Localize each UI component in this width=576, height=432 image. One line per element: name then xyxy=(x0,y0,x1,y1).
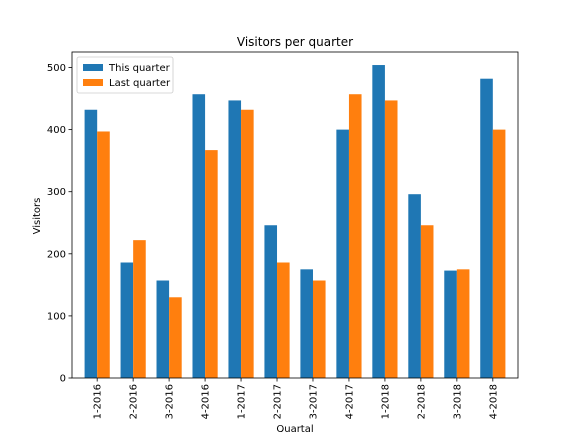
bar-last-quarter-1-2016 xyxy=(97,131,110,378)
bar-this-quarter-2-2018 xyxy=(408,194,421,378)
bar-last-quarter-4-2018 xyxy=(492,129,506,378)
legend-swatch xyxy=(83,64,103,71)
bar-this-quarter-1-2018 xyxy=(372,65,385,378)
bar-last-quarter-2-2016 xyxy=(133,240,146,378)
x-axis: 1-2016 2-2016 3-2016 4-2016 1-2017 2-2017 3-20… xyxy=(93,378,499,419)
bar-last-quarter-3-2018 xyxy=(456,269,470,378)
x-tick-label: 4-2016 xyxy=(201,384,212,419)
y-tick-label: 300 xyxy=(47,187,66,198)
plot-area xyxy=(71,51,519,379)
bar-this-quarter-1-2017 xyxy=(228,100,242,379)
bar-this-quarter-4-2017 xyxy=(336,129,349,378)
bar-this-quarter-1-2016 xyxy=(84,109,98,378)
x-tick-label: 4-2017 xyxy=(344,384,355,419)
bar-this-quarter-2-2017 xyxy=(264,225,278,378)
x-tick-label: 3-2017 xyxy=(308,384,319,419)
bar-this-quarter-3-2018 xyxy=(444,270,457,378)
bar-last-quarter-2-2018 xyxy=(420,225,434,378)
bars xyxy=(84,65,506,379)
x-tick-label: 4-2018 xyxy=(488,384,499,419)
x-tick-label: 3-2016 xyxy=(165,384,176,419)
bar-this-quarter-3-2016 xyxy=(156,280,170,378)
bar-last-quarter-4-2017 xyxy=(348,94,362,378)
y-tick-label: 500 xyxy=(47,63,66,74)
bar-last-quarter-1-2018 xyxy=(384,100,398,379)
y-tick-label: 200 xyxy=(47,249,66,260)
bar-last-quarter-3-2017 xyxy=(312,280,326,378)
legend: This quarter Last quarter xyxy=(76,56,174,94)
bar-last-quarter-2-2017 xyxy=(277,262,290,378)
legend-swatch xyxy=(83,79,103,86)
legend-label: Last quarter xyxy=(109,78,171,89)
y-tick-label: 400 xyxy=(47,125,66,136)
bar-this-quarter-4-2016 xyxy=(192,94,206,378)
chart-title: Visitors per quarter xyxy=(237,35,353,49)
x-tick-label: 1-2018 xyxy=(380,384,391,419)
x-tick-label: 2-2016 xyxy=(129,384,140,419)
y-axis-title: Visitors xyxy=(32,198,43,235)
y-tick-label: 0 xyxy=(60,374,66,385)
x-tick-label: 2-2017 xyxy=(273,384,284,419)
legend-label: This quarter xyxy=(108,63,171,74)
bar-this-quarter-4-2018 xyxy=(480,78,493,378)
x-tick-label: 3-2018 xyxy=(452,384,463,419)
x-tick-label: 1-2017 xyxy=(237,384,248,419)
plot-frame xyxy=(71,51,519,379)
bar-this-quarter-2-2016 xyxy=(120,262,134,378)
y-axis: 0 100 200 300 400 500 xyxy=(47,63,72,385)
bar-this-quarter-3-2017 xyxy=(300,269,313,378)
x-tick-label: 2-2018 xyxy=(416,384,427,419)
bar-last-quarter-1-2017 xyxy=(241,109,254,378)
x-tick-label: 1-2016 xyxy=(93,384,104,419)
y-tick-label: 100 xyxy=(47,311,66,322)
bar-last-quarter-4-2016 xyxy=(205,150,218,378)
bar-last-quarter-3-2016 xyxy=(169,297,182,378)
x-axis-title: Quartal xyxy=(276,424,313,432)
